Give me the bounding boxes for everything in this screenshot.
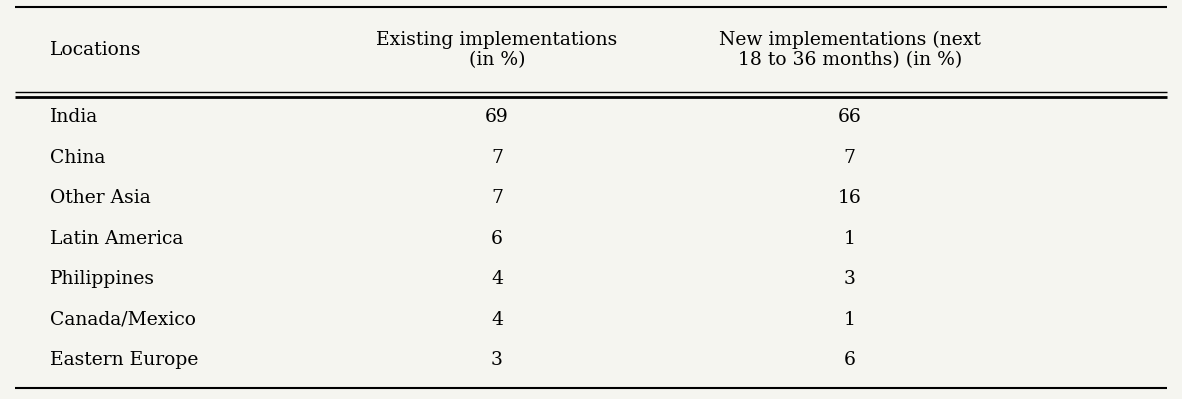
Text: 1: 1	[844, 230, 856, 248]
Text: 7: 7	[491, 149, 502, 167]
Text: Eastern Europe: Eastern Europe	[50, 351, 199, 369]
Text: 3: 3	[491, 351, 502, 369]
Text: New implementations (next
18 to 36 months) (in %): New implementations (next 18 to 36 month…	[719, 30, 981, 69]
Text: Other Asia: Other Asia	[50, 190, 150, 207]
Text: 3: 3	[844, 270, 856, 288]
Text: 7: 7	[844, 149, 856, 167]
Text: 6: 6	[491, 230, 502, 248]
Text: 16: 16	[838, 190, 862, 207]
Text: Philippines: Philippines	[50, 270, 155, 288]
Text: Locations: Locations	[50, 41, 142, 59]
Text: 66: 66	[838, 109, 862, 126]
Text: Existing implementations
(in %): Existing implementations (in %)	[376, 31, 617, 69]
Text: 69: 69	[485, 109, 508, 126]
Text: Canada/Mexico: Canada/Mexico	[50, 311, 196, 329]
Text: 4: 4	[491, 270, 502, 288]
Text: India: India	[50, 109, 98, 126]
Text: 6: 6	[844, 351, 856, 369]
Text: 7: 7	[491, 190, 502, 207]
Text: 4: 4	[491, 311, 502, 329]
Text: 1: 1	[844, 311, 856, 329]
Text: China: China	[50, 149, 105, 167]
Text: Latin America: Latin America	[50, 230, 183, 248]
